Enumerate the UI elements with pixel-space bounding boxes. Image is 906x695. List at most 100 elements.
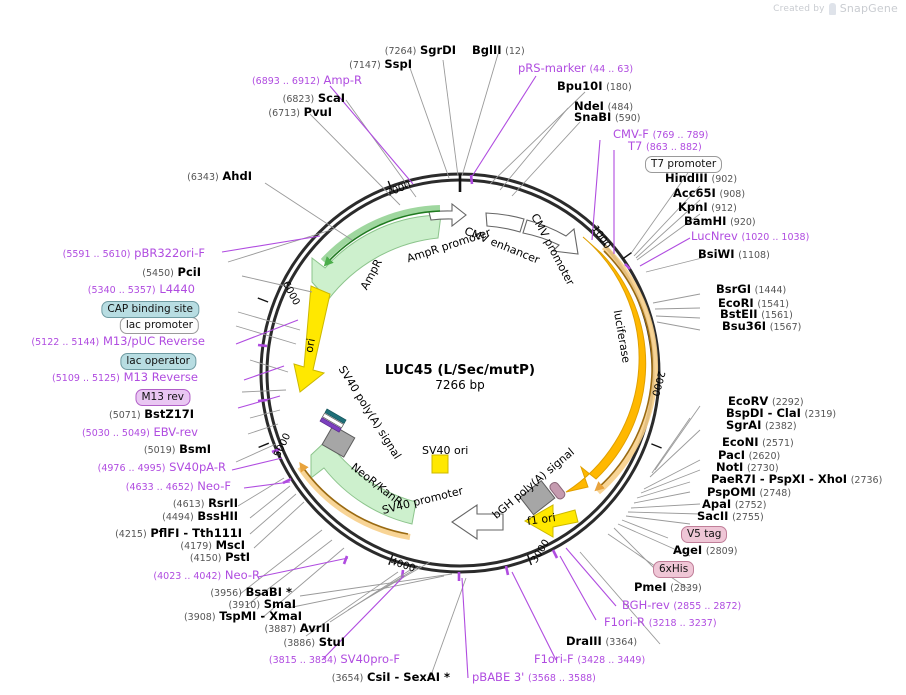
callout-cap-binding-site[interactable]: CAP binding site [101,301,199,318]
callout-ndei[interactable]: NdeI (484) [574,100,633,114]
feature-box-bgh-polya-cap [549,481,566,500]
callout-bsu36i[interactable]: Bsu36I (1567) [722,320,801,334]
callout-hindiii[interactable]: HindIII (902) [665,172,737,186]
callout-bsabi[interactable]: (3956) BsaBI * [210,586,292,600]
callout-pos: (769 .. 789) [652,130,709,141]
callout-t7-promoter[interactable]: T7 promoter [645,156,723,173]
callout-tspmi-xmai[interactable]: (3908) TspMI - XmaI [184,610,302,624]
callout-avrii[interactable]: (3887) AvrII [265,622,330,636]
badge-lac-operator: lac operator [120,353,196,370]
callout-neo-f[interactable]: (4633 .. 4652) Neo-F [126,480,231,494]
callout-pbr322ori-f[interactable]: (5591 .. 5610) pBR322ori-F [63,247,205,261]
callout-name: NotI [716,460,744,474]
callout-pcii[interactable]: (5450) PciI [142,266,201,280]
callout-bpu10i[interactable]: Bpu10I (180) [557,80,632,94]
plasmid-name: LUC45 (L/Sec/mutP) [384,362,536,378]
callout-scai[interactable]: (6823) ScaI [283,92,345,106]
callout-msci[interactable]: (4179) MscI [180,539,245,553]
callout-sspi[interactable]: (7147) SspI [349,58,412,72]
callout-m13-puc-reverse[interactable]: (5122 .. 5144) M13/pUC Reverse [31,335,205,349]
callout-agei[interactable]: AgeI (2809) [673,544,737,558]
leader-lines [227,53,703,679]
callout-bstell[interactable]: BstEII (1561) [720,308,793,322]
callout-sgrdi[interactable]: (7264) SgrDI [385,44,456,58]
callout-kpni[interactable]: KpnI (912) [678,201,737,215]
callout-neo-r[interactable]: (4023 .. 4042) Neo-R [153,569,260,583]
callout-pvui[interactable]: (6713) PvuI [268,106,332,120]
feature-marker-stack [319,408,347,433]
callout-psti[interactable]: (4150) PstI [190,551,250,565]
callout-pos: (2571) [762,438,794,449]
callout-pspomi[interactable]: PspOMI (2748) [707,486,791,500]
callout-name: PspOMI [707,485,756,499]
callout-csii-sexai[interactable]: (3654) CsiI - SexAI * [332,671,450,685]
callout-paci[interactable]: PacI (2620) [718,449,780,463]
callout-t7[interactable]: T7 (863 .. 882) [628,140,702,154]
callout-name: CsiI - SexAI * [367,670,450,684]
callout-acc65i[interactable]: Acc65I (908) [673,187,745,201]
callout-name: F1ori-F [534,652,574,666]
callout-v5-tag[interactable]: V5 tag [681,526,728,543]
callout-pos: (4633 .. 4652) [125,482,194,493]
callout-pos: (5122 .. 5144) [31,337,100,348]
callout-snabi[interactable]: SnaBI (590) [574,111,640,125]
ruler-ticks [257,180,662,566]
callout-m13-reverse[interactable]: (5109 .. 5125) M13 Reverse [52,371,198,385]
callout-name: BsmI [179,442,211,456]
callout-pflfi-tth111i[interactable]: (4215) PflFI - Tth111I [115,527,242,541]
callout-pos: (5591 .. 5610) [62,249,131,260]
callout-name: BstZ17I [144,407,194,421]
callout-bsiwi[interactable]: BsiWI (1108) [698,248,770,262]
callout-6xhis[interactable]: 6xHis [653,561,695,578]
callout-bsmi[interactable]: (5019) BsmI [144,443,211,457]
callout-pos: (2620) [748,451,781,462]
callout-pos: (3364) [605,637,638,648]
callout-smai[interactable]: (3910) SmaI [228,598,296,612]
callout-pos: (3956) [210,588,242,599]
callout-l4440[interactable]: (5340 .. 5357) L4440 [88,283,195,297]
callout-sv40pa-r[interactable]: (4976 .. 4995) SV40pA-R [98,461,226,475]
badge-cap-binding-site: CAP binding site [101,301,199,318]
callout-noti[interactable]: NotI (2730) [716,461,779,475]
callout-lucnrev[interactable]: LucNrev (1020 .. 1038) [691,230,809,244]
callout-bgh-rev[interactable]: BGH-rev (2855 .. 2872) [622,599,741,613]
callout-cmv-f[interactable]: CMV-F (769 .. 789) [613,128,708,142]
callout-rsrii[interactable]: (4613) RsrII [173,497,238,511]
callout-name: PflFI - Tth111I [150,526,242,540]
badge-m13-rev: M13 rev [135,389,190,406]
callout-ebv-rev[interactable]: (5030 .. 5049) EBV-rev [82,426,198,440]
callout-bsrgi[interactable]: BsrGI (1444) [716,283,786,297]
callout-sacii[interactable]: SacII (2755) [697,510,764,524]
callout-pmei[interactable]: PmeI (2839) [634,581,702,595]
callout-apai[interactable]: ApaI (2752) [702,498,766,512]
callout-sgrai[interactable]: SgrAI (2382) [726,419,797,433]
callout-pos: (2382) [765,421,797,432]
callout-bamhi[interactable]: BamHI (920) [684,215,756,229]
callout-ahdi[interactable]: (6343) AhdI [187,170,252,184]
callout-m13-rev[interactable]: M13 rev [135,389,190,406]
callout-name: EcoRI [718,296,754,310]
callout-stui[interactable]: (3886) StuI [284,636,346,650]
callout-bspdi-clai[interactable]: BspDI - ClaI (2319) [726,407,836,421]
callout-f1ori-f[interactable]: F1ori-F (3428 .. 3449) [534,653,645,667]
callout-f1ori-r[interactable]: F1ori-R (3218 .. 3237) [604,616,717,630]
callout-pos: (2752) [734,500,767,511]
callout-pos: (1561) [761,310,793,321]
callout-lac-promoter[interactable]: lac promoter [119,317,199,334]
callout-paer7i-pspxi-xhoi[interactable]: PaeR7I - PspXI - XhoI (2736) [711,473,882,487]
callout-amp-r[interactable]: (6893 .. 6912) Amp-R [252,74,362,88]
callout-sv40pro-f[interactable]: (3815 .. 3834) SV40pro-F [269,653,400,667]
callout-name: Bpu10I [557,79,603,93]
callout-ecorv[interactable]: EcoRV (2292) [728,395,804,409]
callout-prs-marker[interactable]: pRS-marker (44 .. 63) [518,62,633,76]
callout-draiii[interactable]: DraIII (3364) [566,635,637,649]
callout-pbabe3[interactable]: pBABE 3' (3568 .. 3588) [472,671,596,685]
callout-pos: (1567) [769,322,802,333]
callout-lac-operator[interactable]: lac operator [120,353,196,370]
callout-econi[interactable]: EcoNI (2571) [722,436,794,450]
callout-bglii[interactable]: BglII (12) [472,44,525,58]
callout-bsshii[interactable]: (4494) BssHII [162,510,238,524]
callout-bstz17i[interactable]: (5071) BstZ17I [109,408,194,422]
callout-ecori[interactable]: EcoRI (1541) [718,297,789,311]
feature-arc-sv40-promoter [451,503,504,541]
